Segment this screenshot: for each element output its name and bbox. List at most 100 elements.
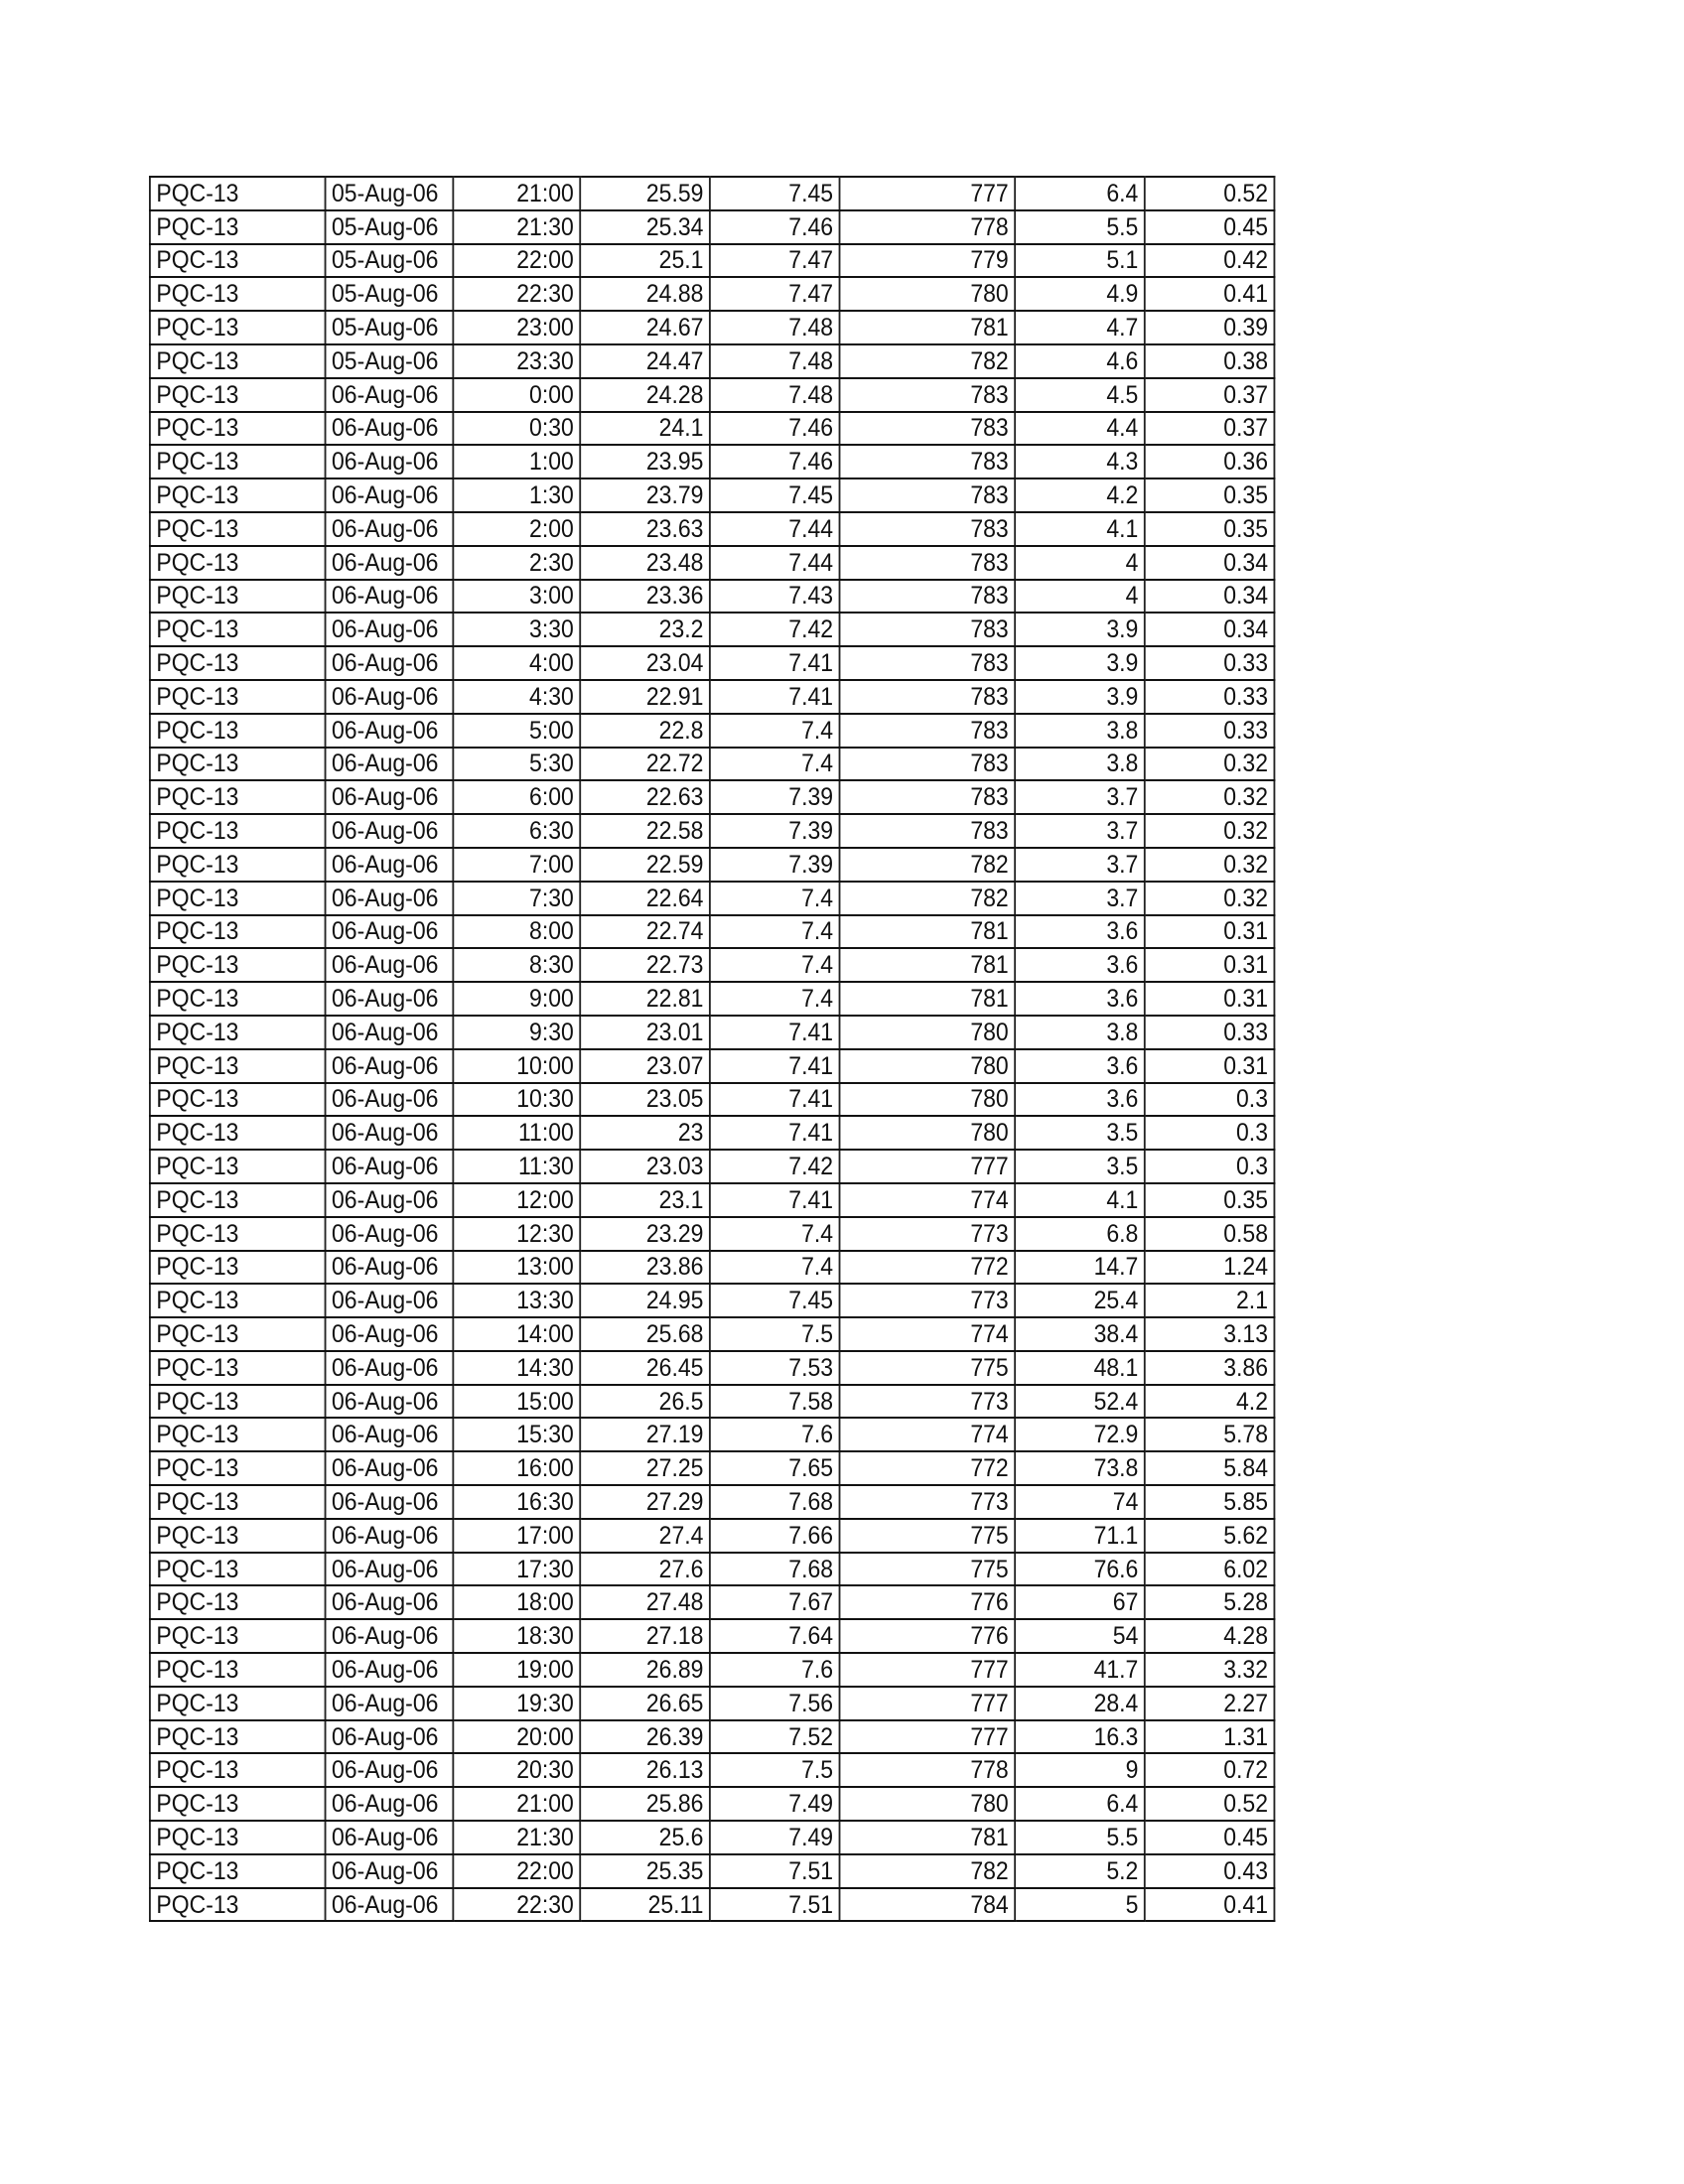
- value-cell-2: 7.67: [709, 1585, 841, 1621]
- station-cell: PQC-13: [148, 1250, 327, 1286]
- time-cell: 5:30: [453, 747, 582, 782]
- value-cell-2: 7.66: [709, 1518, 841, 1554]
- value-cell-5: 5.78: [1144, 1418, 1276, 1453]
- value-cell-1: 26.39: [580, 1719, 711, 1755]
- value-cell-5: 0.35: [1144, 511, 1276, 547]
- value-cell-1: 27.48: [580, 1585, 711, 1621]
- station-cell: PQC-13: [148, 1418, 327, 1453]
- date-cell: 06-Aug-06: [325, 646, 455, 681]
- value-cell-3: 776: [839, 1619, 1017, 1655]
- table-row: PQC-13 06-Aug-06 9:30 23.01 7.41 780 3.8 0.33: [148, 1015, 1276, 1050]
- value-cell-3: 783: [839, 545, 1017, 581]
- value-cell-5: 0.45: [1144, 209, 1276, 245]
- value-cell-3: 779: [839, 243, 1017, 279]
- table-row: PQC-13 06-Aug-06 9:00 22.81 7.4 781 3.6 0.31: [148, 982, 1276, 1017]
- date-cell: 06-Aug-06: [325, 1150, 455, 1184]
- time-cell: 0:30: [453, 411, 582, 447]
- value-cell-3: 774: [839, 1418, 1017, 1453]
- value-cell-4: 3.6: [1015, 914, 1146, 950]
- value-cell-3: 783: [839, 814, 1017, 849]
- time-cell: 4:00: [453, 646, 582, 681]
- time-cell: 7:30: [453, 881, 582, 916]
- value-cell-2: 7.48: [709, 377, 841, 413]
- value-cell-5: 0.31: [1144, 982, 1276, 1017]
- date-cell: 06-Aug-06: [325, 1887, 455, 1923]
- value-cell-5: 5.62: [1144, 1518, 1276, 1554]
- value-cell-5: 0.37: [1144, 377, 1276, 413]
- value-cell-1: 27.4: [580, 1518, 711, 1554]
- value-cell-1: 25.34: [580, 209, 711, 245]
- value-cell-3: 778: [839, 1753, 1017, 1789]
- value-cell-3: 780: [839, 1048, 1017, 1084]
- value-cell-1: 27.25: [580, 1451, 711, 1487]
- station-cell: PQC-13: [148, 545, 327, 581]
- station-cell: PQC-13: [148, 1015, 327, 1050]
- value-cell-5: 6.02: [1144, 1552, 1276, 1587]
- station-cell: PQC-13: [148, 176, 327, 211]
- value-cell-3: 780: [839, 1787, 1017, 1823]
- value-cell-2: 7.41: [709, 1182, 841, 1218]
- time-cell: 10:30: [453, 1082, 582, 1118]
- time-cell: 0:00: [453, 377, 582, 413]
- station-cell: PQC-13: [148, 1451, 327, 1487]
- value-cell-4: 3.6: [1015, 982, 1146, 1017]
- time-cell: 5:00: [453, 713, 582, 749]
- value-cell-1: 26.45: [580, 1350, 711, 1386]
- time-cell: 23:00: [453, 311, 582, 345]
- value-cell-4: 4.2: [1015, 478, 1146, 513]
- time-cell: 1:00: [453, 445, 582, 480]
- value-cell-4: 9: [1015, 1753, 1146, 1789]
- time-cell: 10:00: [453, 1048, 582, 1084]
- value-cell-5: 0.31: [1144, 1048, 1276, 1084]
- value-cell-4: 4.9: [1015, 277, 1146, 313]
- date-cell: 06-Aug-06: [325, 1821, 455, 1855]
- value-cell-2: 7.68: [709, 1485, 841, 1520]
- time-cell: 9:30: [453, 1015, 582, 1050]
- value-cell-1: 26.65: [580, 1686, 711, 1721]
- station-cell: PQC-13: [148, 948, 327, 984]
- time-cell: 15:30: [453, 1418, 582, 1453]
- date-cell: 06-Aug-06: [325, 1250, 455, 1286]
- value-cell-1: 22.74: [580, 914, 711, 950]
- value-cell-3: 783: [839, 646, 1017, 681]
- value-cell-5: 2.27: [1144, 1686, 1276, 1721]
- value-cell-5: 0.3: [1144, 1150, 1276, 1184]
- value-cell-4: 4: [1015, 579, 1146, 614]
- station-cell: PQC-13: [148, 1719, 327, 1755]
- value-cell-1: 24.95: [580, 1284, 711, 1319]
- station-cell: PQC-13: [148, 1653, 327, 1688]
- time-cell: 11:30: [453, 1150, 582, 1184]
- value-cell-4: 74: [1015, 1485, 1146, 1520]
- value-cell-2: 7.4: [709, 881, 841, 916]
- value-cell-4: 5.1: [1015, 243, 1146, 279]
- value-cell-4: 72.9: [1015, 1418, 1146, 1453]
- value-cell-5: 0.31: [1144, 914, 1276, 950]
- time-cell: 9:00: [453, 982, 582, 1017]
- value-cell-1: 27.19: [580, 1418, 711, 1453]
- time-cell: 21:00: [453, 176, 582, 211]
- value-cell-5: 0.38: [1144, 343, 1276, 379]
- table-row: PQC-13 06-Aug-06 20:30 26.13 7.5 778 9 0.72: [148, 1753, 1276, 1789]
- station-cell: PQC-13: [148, 747, 327, 782]
- time-cell: 7:00: [453, 847, 582, 883]
- value-cell-1: 24.47: [580, 343, 711, 379]
- date-cell: 06-Aug-06: [325, 1048, 455, 1084]
- date-cell: 05-Aug-06: [325, 209, 455, 245]
- value-cell-4: 6.8: [1015, 1216, 1146, 1252]
- date-cell: 06-Aug-06: [325, 914, 455, 950]
- value-cell-1: 23.2: [580, 613, 711, 648]
- value-cell-5: 0.33: [1144, 646, 1276, 681]
- table-row: PQC-13 06-Aug-06 2:00 23.63 7.44 783 4.1 0.35: [148, 511, 1276, 547]
- time-cell: 21:30: [453, 209, 582, 245]
- value-cell-5: 1.31: [1144, 1719, 1276, 1755]
- time-cell: 19:00: [453, 1653, 582, 1688]
- value-cell-2: 7.39: [709, 780, 841, 816]
- date-cell: 06-Aug-06: [325, 579, 455, 614]
- value-cell-2: 7.45: [709, 1284, 841, 1319]
- value-cell-1: 23.86: [580, 1250, 711, 1286]
- table-row: PQC-13 05-Aug-06 23:30 24.47 7.48 782 4.6 0.38: [148, 343, 1276, 379]
- time-cell: 21:00: [453, 1787, 582, 1823]
- date-cell: 05-Aug-06: [325, 277, 455, 313]
- value-cell-2: 7.4: [709, 914, 841, 950]
- value-cell-3: 781: [839, 982, 1017, 1017]
